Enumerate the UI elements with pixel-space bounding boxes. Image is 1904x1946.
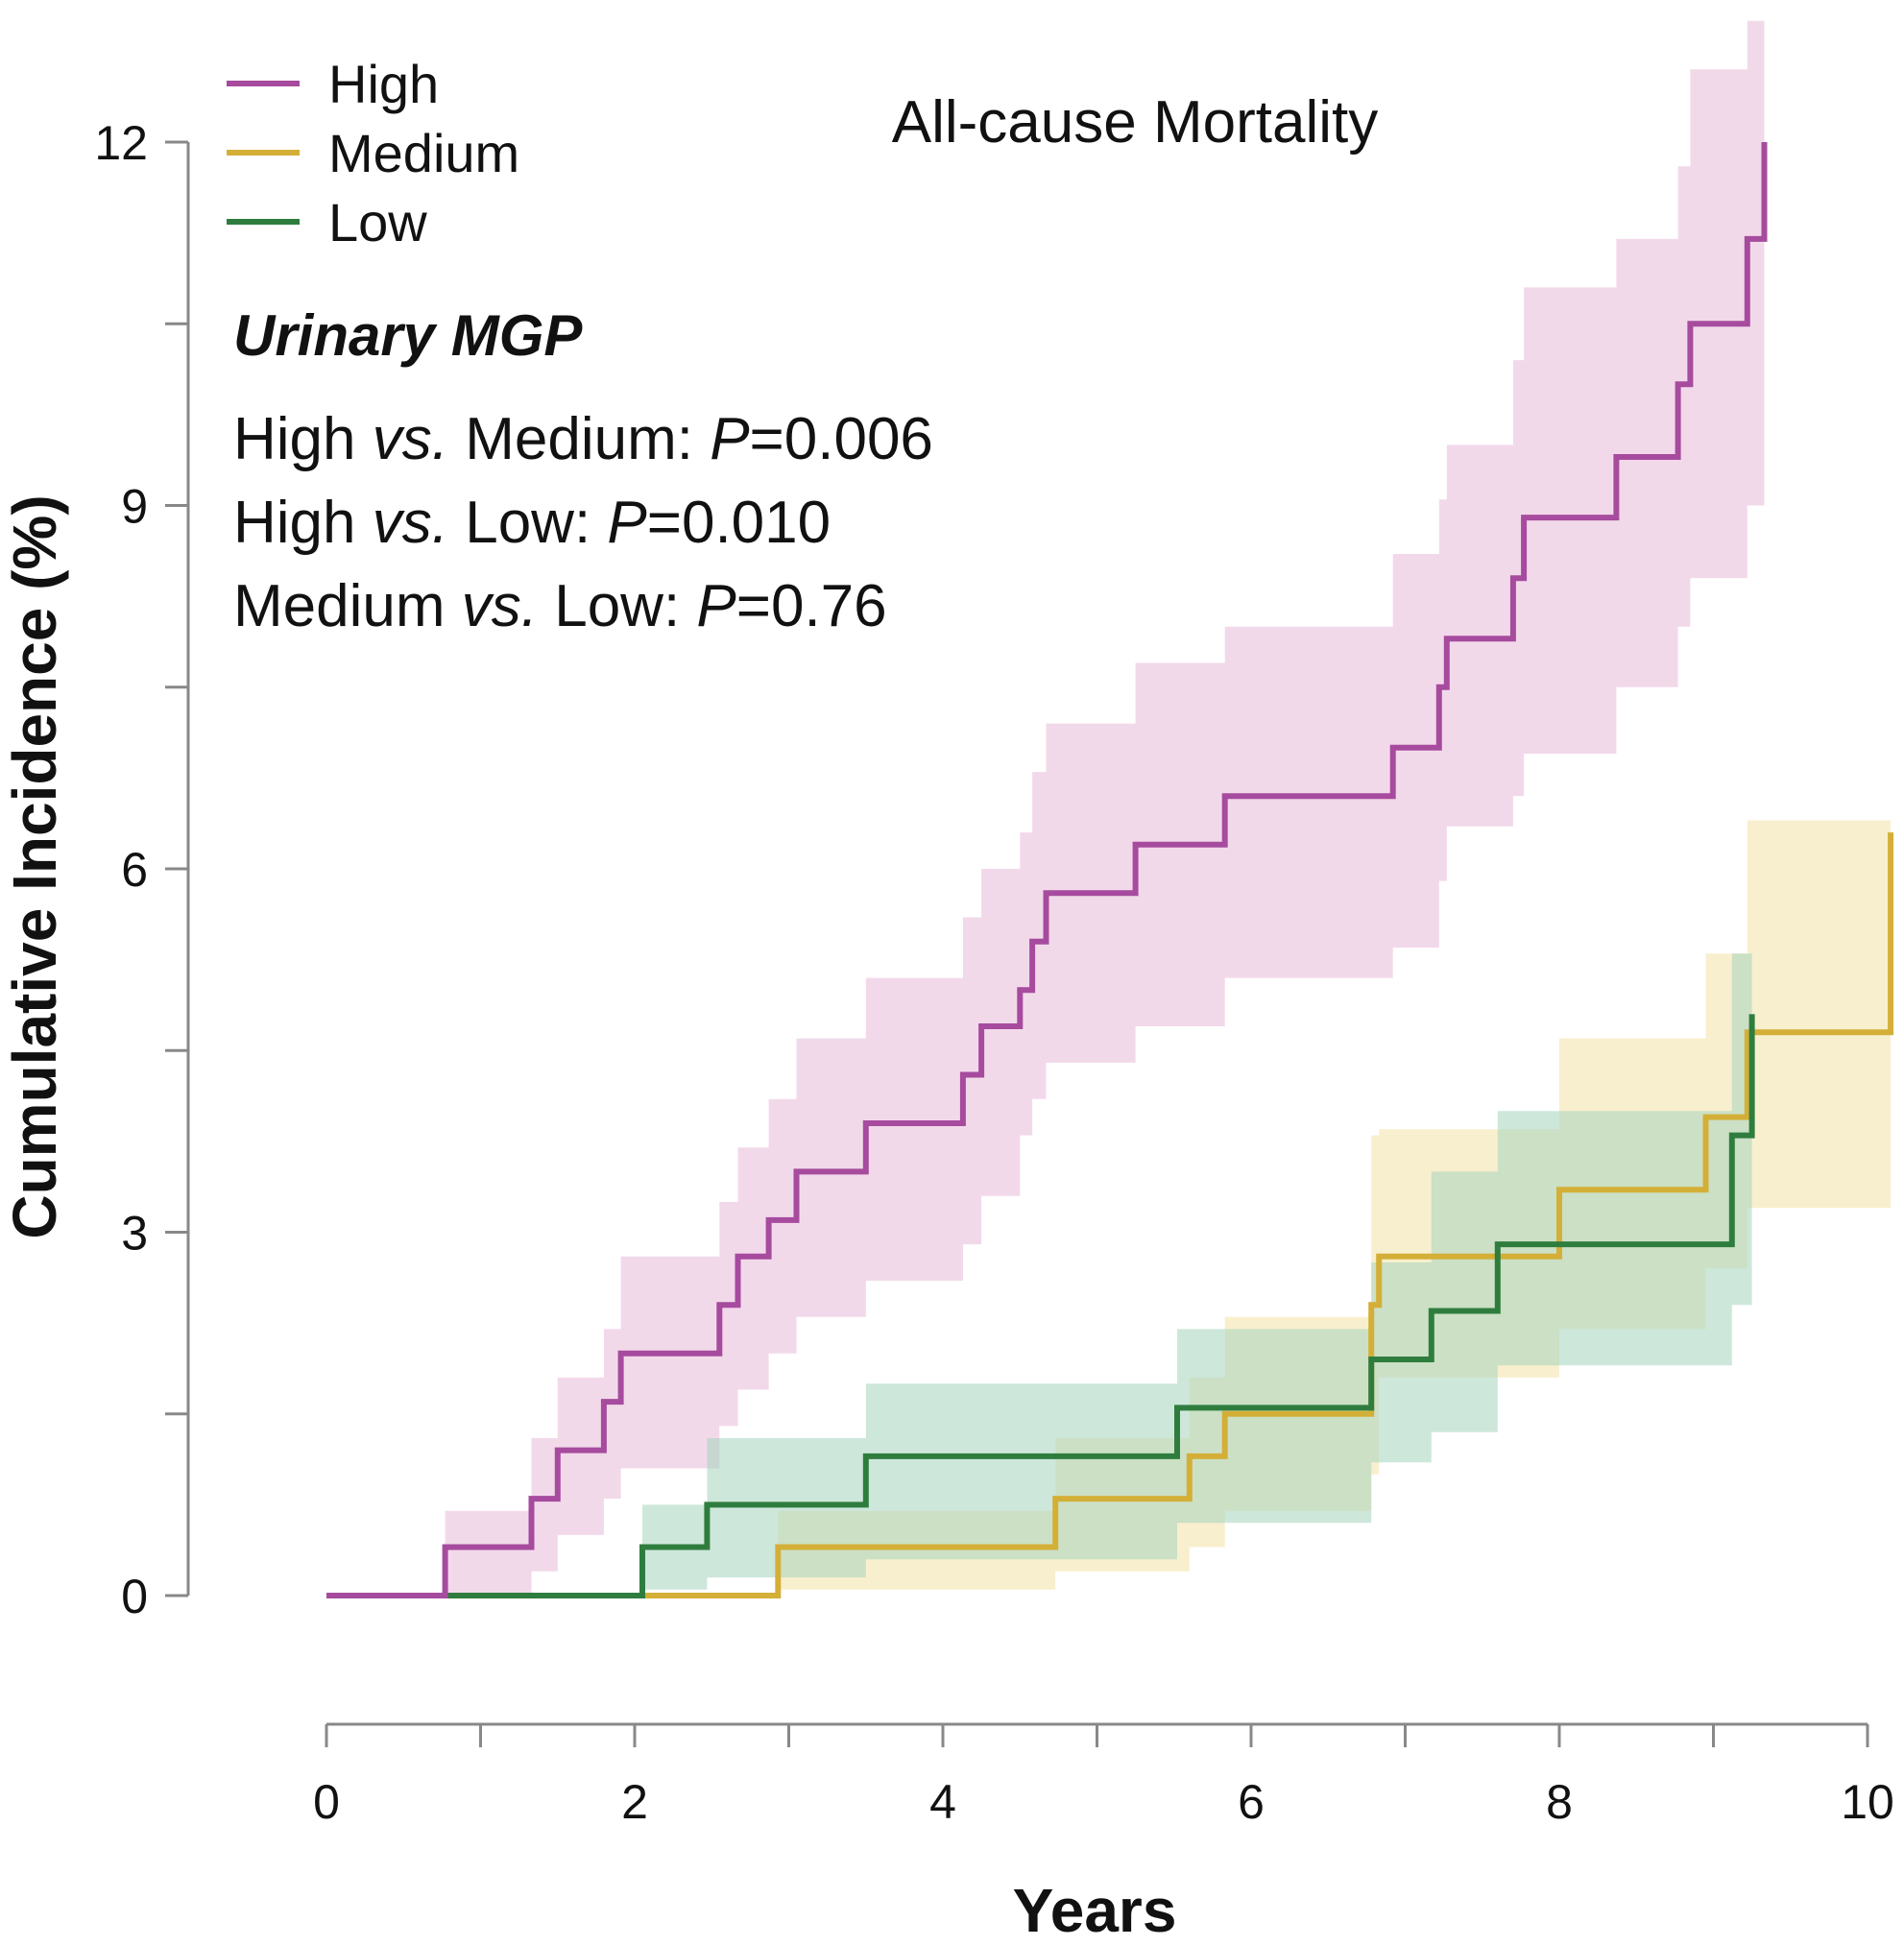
stat-2-value: =0.010 — [647, 490, 831, 556]
chart-subtitle: Urinary MGP — [233, 303, 583, 368]
stat-2-p: P — [607, 490, 646, 556]
legend-label: Medium — [328, 123, 519, 183]
line-low — [326, 1014, 1755, 1598]
x-tick-label: 8 — [1546, 1775, 1573, 1829]
confidence-bands — [445, 20, 1892, 1596]
stat-1-p: P — [710, 406, 749, 472]
legend-item-high: High — [227, 54, 439, 114]
y-axis-title: Cumulative Incidence (%) — [0, 494, 69, 1238]
legend-label: Low — [328, 192, 427, 252]
x-axis: 0 2 4 6 8 10 — [313, 1722, 1894, 1829]
stat-3-value: =0.76 — [736, 573, 887, 639]
stat-1-rest: Medium: — [448, 406, 710, 472]
stat-2-rest: Low: — [448, 490, 607, 556]
legend: High Medium Low — [227, 54, 519, 252]
x-tick-label: 4 — [929, 1775, 956, 1829]
stat-3-rest: Low: — [538, 573, 696, 639]
legend-item-medium: Medium — [227, 123, 519, 183]
line-high — [326, 142, 1768, 1598]
stat-2-pair: High — [233, 490, 373, 556]
band-high — [445, 20, 1765, 1596]
y-axis: 0 3 6 9 12 — [94, 116, 190, 1623]
y-tick-label: 0 — [121, 1570, 148, 1623]
stat-line-2: High vs. Low: P=0.010 — [233, 490, 831, 556]
y-tick-label: 6 — [121, 843, 148, 897]
stat-1-pair: High — [233, 406, 373, 472]
stat-3-p: P — [696, 573, 735, 639]
series-lines — [326, 142, 1894, 1598]
stat-3-pair: Medium — [233, 573, 462, 639]
stat-line-1: High vs. Medium: P=0.006 — [233, 406, 933, 472]
x-tick-label: 2 — [621, 1775, 648, 1829]
legend-label: High — [328, 54, 439, 114]
y-tick-label: 3 — [121, 1207, 148, 1261]
x-tick-label: 6 — [1238, 1775, 1265, 1829]
x-tick-label: 10 — [1841, 1775, 1894, 1829]
stat-3-vs: vs. — [462, 573, 538, 639]
stat-2-vs: vs. — [373, 490, 448, 556]
y-tick-label: 12 — [94, 116, 148, 170]
stat-1-vs: vs. — [373, 406, 448, 472]
x-tick-label: 0 — [313, 1775, 340, 1829]
stat-1-value: =0.006 — [750, 406, 933, 472]
y-tick-label: 9 — [121, 480, 148, 534]
legend-item-low: Low — [227, 192, 427, 252]
x-axis-title: Years — [1013, 1876, 1177, 1941]
chart-title: All-cause Mortality — [892, 89, 1378, 156]
stat-line-3: Medium vs. Low: P=0.76 — [233, 573, 887, 639]
line-medium — [326, 832, 1894, 1598]
band-low — [642, 844, 1752, 1590]
